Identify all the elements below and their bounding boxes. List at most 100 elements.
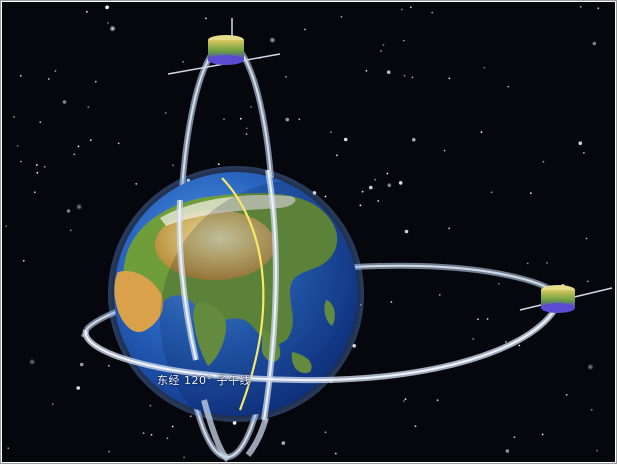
polar-orbit-ring-bottom (201, 399, 269, 463)
star (526, 262, 529, 265)
islands-land (291, 352, 312, 374)
star (486, 318, 489, 320)
satellite-right-body (541, 290, 575, 308)
star (404, 398, 407, 400)
star (386, 172, 389, 175)
star (76, 386, 80, 390)
star (578, 141, 583, 145)
star (403, 74, 406, 77)
star (504, 341, 507, 343)
star (94, 80, 97, 83)
star (39, 121, 42, 123)
earth-globe (108, 166, 364, 422)
star (377, 200, 380, 202)
star (149, 404, 152, 407)
star (329, 131, 332, 134)
star (414, 425, 417, 427)
polar-orbit-ring-front-right-highlight (263, 169, 277, 421)
star (483, 66, 486, 69)
star (361, 190, 364, 193)
star (374, 178, 377, 181)
star (245, 127, 248, 130)
star (480, 131, 483, 134)
star (285, 117, 290, 122)
india-land (193, 302, 227, 366)
star (183, 456, 186, 459)
star (33, 191, 36, 194)
star (43, 165, 46, 168)
star (359, 204, 362, 207)
star (105, 5, 109, 10)
star (75, 203, 83, 210)
star (541, 433, 544, 436)
satellite-top (167, 18, 281, 75)
star (150, 433, 153, 436)
star (334, 452, 337, 455)
star (529, 192, 532, 195)
star (16, 145, 19, 147)
star (19, 74, 22, 77)
star (365, 69, 368, 72)
star (232, 421, 237, 425)
star (13, 116, 16, 118)
japan-land (324, 300, 335, 326)
star (587, 363, 594, 371)
star (54, 70, 57, 72)
star (47, 78, 50, 80)
star (431, 11, 434, 14)
star (135, 183, 138, 185)
star (438, 294, 441, 296)
satellite-right-base (541, 303, 575, 313)
star (36, 171, 39, 174)
star (250, 106, 252, 108)
star (505, 449, 510, 453)
star (380, 50, 382, 52)
meridian-label: 东经 120° 子午线 (157, 374, 251, 387)
star (171, 425, 174, 428)
star (5, 225, 7, 228)
star (324, 431, 327, 434)
star (597, 7, 600, 10)
star (223, 118, 225, 121)
star (369, 185, 373, 190)
star (404, 229, 409, 234)
star (107, 22, 109, 24)
star (546, 262, 548, 264)
star (142, 432, 145, 434)
star (401, 8, 403, 11)
star (172, 164, 174, 167)
star (518, 344, 521, 347)
earth-shadow (160, 180, 358, 416)
star (51, 403, 54, 406)
star (436, 399, 439, 402)
satellite-top-body (208, 40, 244, 60)
star (596, 449, 598, 452)
star (583, 152, 585, 154)
star (62, 100, 67, 104)
northern-snow (160, 194, 296, 226)
equatorial-orbit-ring-front-highlight (84, 299, 561, 382)
meridian-120e-line (221, 177, 265, 411)
star (28, 358, 36, 366)
star (182, 61, 185, 63)
star (472, 338, 474, 340)
star (117, 142, 120, 145)
star (269, 36, 276, 44)
satellite-top-base (208, 55, 244, 65)
star (166, 437, 169, 440)
star (7, 447, 10, 450)
star (382, 44, 385, 46)
star (79, 362, 84, 367)
star (108, 364, 110, 367)
star (109, 25, 116, 32)
star (443, 149, 446, 152)
star (69, 229, 72, 232)
star (239, 117, 242, 120)
star (507, 85, 510, 88)
star (340, 16, 343, 18)
star (108, 450, 110, 453)
star (412, 137, 416, 142)
star (513, 436, 516, 439)
